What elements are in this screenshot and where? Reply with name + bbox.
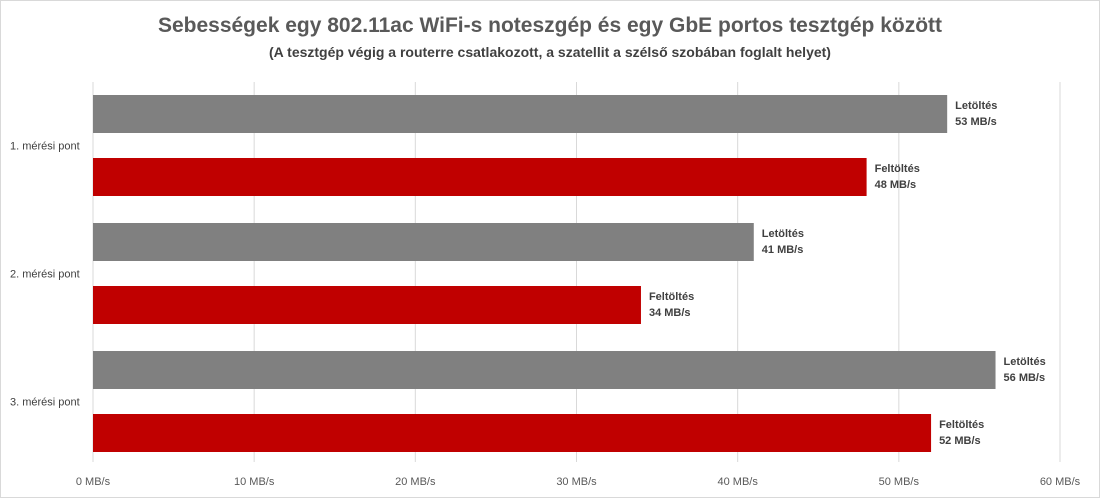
- category-label: 1. mérési pont: [10, 141, 80, 153]
- bar-upload-2: [93, 286, 641, 324]
- bar-download-1: [93, 95, 948, 133]
- data-label-value: 41 MB/s: [762, 244, 804, 256]
- bar-upload-1: [93, 158, 867, 196]
- data-label-series: Letöltés: [1004, 356, 1046, 368]
- x-tick-label: 20 MB/s: [395, 476, 436, 488]
- chart-subtitle: (A tesztgép végig a routerre csatlakozot…: [269, 44, 831, 60]
- category-label: 2. mérési pont: [10, 269, 80, 281]
- x-tick-label: 10 MB/s: [234, 476, 275, 488]
- gridlines: [92, 82, 1061, 462]
- chart-title: Sebességek egy 802.11ac WiFi-s noteszgép…: [157, 14, 943, 37]
- data-label-series: Letöltés: [955, 100, 997, 112]
- x-tick-label: 0 MB/s: [76, 476, 111, 488]
- data-label-series: Feltöltés: [939, 419, 984, 431]
- x-tick-label: 50 MB/s: [879, 476, 920, 488]
- data-label-series: Feltöltés: [875, 163, 920, 175]
- data-label-value: 34 MB/s: [649, 307, 691, 319]
- bars: [93, 95, 996, 452]
- bar-download-2: [93, 223, 754, 261]
- labels: 0 MB/s 10 MB/s 20 MB/s 30 MB/s 40 MB/s 50 MB/…: [10, 100, 1081, 488]
- data-label-value: 52 MB/s: [939, 435, 981, 447]
- x-tick-label: 60 MB/s: [1040, 476, 1081, 488]
- data-label-series: Letöltés: [762, 228, 804, 240]
- bar-download-3: [93, 351, 996, 389]
- x-tick-label: 30 MB/s: [556, 476, 597, 488]
- data-label-value: 56 MB/s: [1004, 372, 1046, 384]
- data-label-value: 53 MB/s: [955, 116, 997, 128]
- data-label-value: 48 MB/s: [875, 179, 917, 191]
- bar-upload-3: [93, 414, 932, 452]
- category-label: 3. mérési pont: [10, 397, 80, 409]
- data-label-series: Feltöltés: [649, 291, 694, 303]
- x-tick-label: 40 MB/s: [717, 476, 758, 488]
